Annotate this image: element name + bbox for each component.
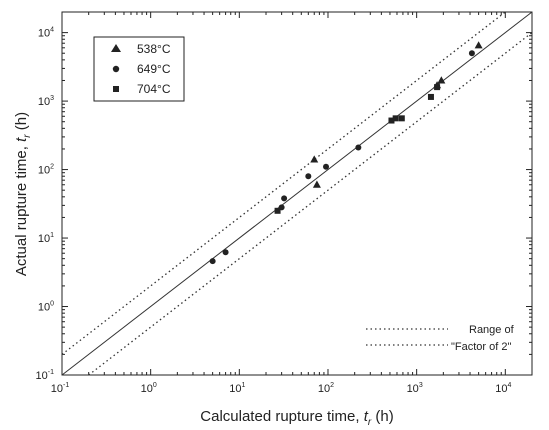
x-axis-title-main: Calculated rupture time, <box>200 408 363 425</box>
equality-line <box>61 11 533 376</box>
reference-lines <box>61 11 533 376</box>
note-text-2: "Factor of 2" <box>451 341 511 353</box>
axis-ticks <box>61 11 533 376</box>
y-tick-label-base: 10 <box>38 28 50 40</box>
x-tick-label-exponent: 0 <box>153 382 157 389</box>
x-axis-title-var: t <box>364 408 369 425</box>
data-point-square <box>434 84 441 91</box>
data-point-triangle <box>312 180 321 188</box>
data-point-square <box>388 117 395 124</box>
x-tick-label-exponent: 1 <box>241 382 245 389</box>
x-tick-label-exponent: 2 <box>330 382 334 389</box>
y-tick-label: 104 <box>38 27 54 40</box>
factor-note: Range of "Factor of 2" <box>366 324 515 353</box>
y-tick-label-base: 10 <box>38 96 50 108</box>
y-tick-label-exponent: -1 <box>48 369 54 376</box>
data-point-triangle <box>437 76 446 84</box>
y-tick-label-exponent: 3 <box>50 95 54 102</box>
y-tick-label: 100 <box>38 301 54 314</box>
data-point-circle <box>222 249 229 256</box>
y-tick-label: 101 <box>38 232 54 245</box>
y-tick-label-base: 10 <box>38 165 50 177</box>
y-tick-label: 102 <box>38 164 54 177</box>
data-point-circle <box>468 50 475 57</box>
data-point-circle <box>305 173 312 180</box>
y-axis-title-unit: (h) <box>13 112 30 135</box>
x-tick-label-base: 10 <box>51 383 63 395</box>
legend-box <box>93 36 185 102</box>
x-tick-label-base: 10 <box>407 383 419 395</box>
data-point-circle <box>355 144 362 151</box>
legend-triangle-marker <box>111 44 121 52</box>
x-tick-label-base: 10 <box>318 383 330 395</box>
x-axis-title-sub: r <box>368 417 372 428</box>
data-point-square <box>427 93 434 100</box>
x-tick-label-base: 10 <box>495 383 507 395</box>
y-tick-label-exponent: 0 <box>50 301 54 308</box>
data-point-circle <box>281 195 288 202</box>
data-points <box>209 41 483 265</box>
y-tick-label-exponent: 4 <box>50 27 54 34</box>
y-axis-title-var: t <box>13 137 30 142</box>
x-tick-label: 104 <box>495 382 511 395</box>
legend-label-704: 704°C <box>137 82 171 96</box>
y-tick-label-base: 10 <box>38 302 50 314</box>
data-point-square <box>398 115 405 122</box>
legend-circle-marker <box>112 65 120 73</box>
y-tick-label-exponent: 1 <box>50 232 54 239</box>
y-axis-title: Actual rupture time, tr (h) <box>13 112 33 276</box>
x-tick-label-exponent: 4 <box>507 382 511 389</box>
x-axis-title-unit: (h) <box>371 408 394 425</box>
x-axis-title: Calculated rupture time, tr (h) <box>200 408 393 428</box>
x-tick-label: 101 <box>229 382 245 395</box>
data-point-triangle <box>310 155 319 163</box>
y-tick-label: 10-1 <box>36 369 55 382</box>
legend: 538°C 649°C 704°C <box>93 36 185 102</box>
legend-label-649: 649°C <box>137 62 171 76</box>
x-tick-label-base: 10 <box>141 383 153 395</box>
data-point-square <box>392 115 399 122</box>
x-tick-label-exponent: 3 <box>419 382 423 389</box>
data-point-circle <box>209 258 216 265</box>
y-tick-label-base: 10 <box>38 233 50 245</box>
data-point-triangle <box>474 41 483 49</box>
upper-bound-line <box>61 11 506 355</box>
data-point-circle <box>323 163 330 170</box>
y-axis-title-sub: r <box>22 134 33 138</box>
note-text-1: Range of <box>469 324 515 336</box>
data-point-square <box>274 207 281 214</box>
x-tick-label: 100 <box>141 382 157 395</box>
lower-bound-line <box>88 32 533 376</box>
y-tick-label: 103 <box>38 95 54 108</box>
legend-square-marker <box>113 86 119 92</box>
x-tick-label-base: 10 <box>229 383 241 395</box>
x-tick-label: 10-1 <box>51 382 70 395</box>
legend-label-538: 538°C <box>137 42 171 56</box>
y-tick-label-exponent: 2 <box>50 164 54 171</box>
x-tick-label: 103 <box>407 382 423 395</box>
y-axis-title-main: Actual rupture time, <box>13 142 30 276</box>
x-tick-label-exponent: -1 <box>63 382 69 389</box>
x-tick-label: 102 <box>318 382 334 395</box>
y-tick-label-base: 10 <box>36 370 48 382</box>
